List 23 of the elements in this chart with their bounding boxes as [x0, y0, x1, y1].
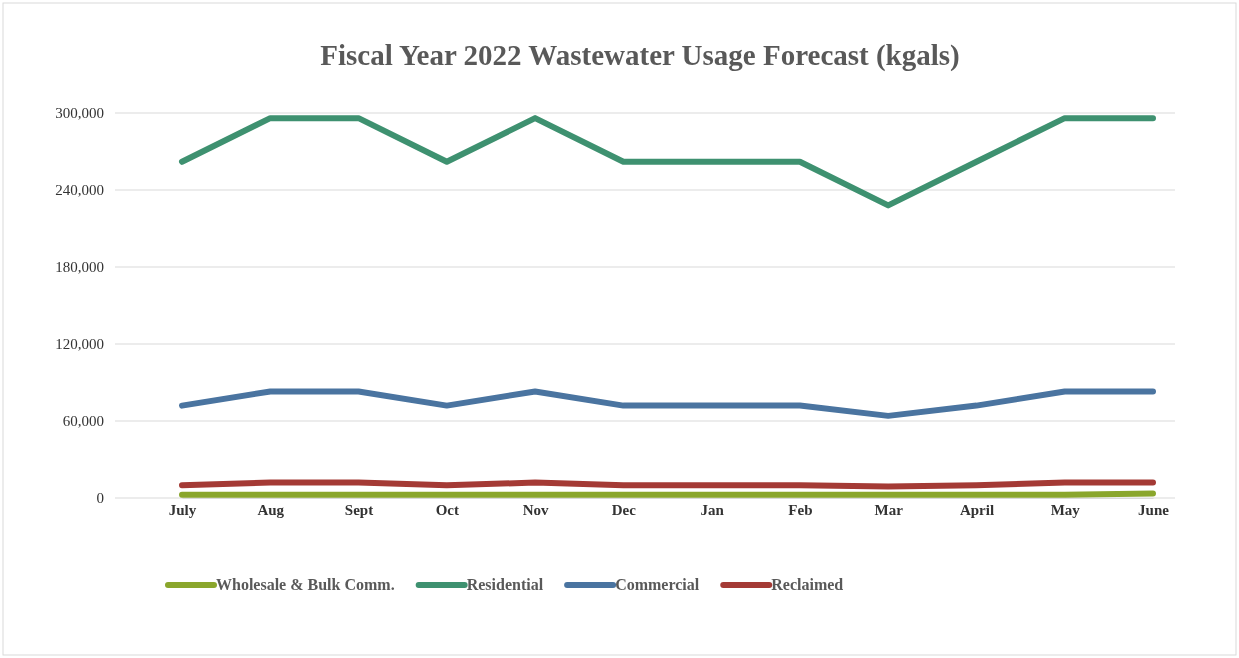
- legend-label: Wholesale & Bulk Comm.: [216, 576, 395, 593]
- y-tick-label: 60,000: [62, 413, 104, 430]
- x-tick-label: July: [168, 502, 197, 518]
- x-tick-label: Aug: [257, 502, 285, 518]
- x-tick-label: Sept: [344, 502, 374, 518]
- x-tick-label: May: [1050, 502, 1081, 518]
- y-tick-label: 0: [96, 490, 104, 507]
- y-tick-label: 180,000: [55, 259, 104, 276]
- y-tick-label: 240,000: [55, 182, 104, 199]
- legend-label: Commercial: [615, 576, 700, 593]
- chart-title: Fiscal Year 2022 Wastewater Usage Forecast (kgals): [320, 39, 960, 72]
- legend-label: Residential: [466, 576, 544, 593]
- x-tick-label: Nov: [522, 502, 549, 518]
- x-tick-label: Feb: [788, 502, 813, 518]
- x-tick-label: June: [1138, 502, 1170, 518]
- x-tick-label: April: [959, 502, 995, 518]
- y-tick-label: 120,000: [55, 336, 104, 353]
- x-tick-label: Jan: [700, 502, 725, 518]
- x-tick-label: Dec: [611, 502, 637, 518]
- y-tick-label: 300,000: [55, 105, 104, 122]
- x-tick-label: Mar: [874, 502, 904, 518]
- x-tick-label: Oct: [435, 502, 459, 518]
- legend-label: Reclaimed: [771, 576, 844, 593]
